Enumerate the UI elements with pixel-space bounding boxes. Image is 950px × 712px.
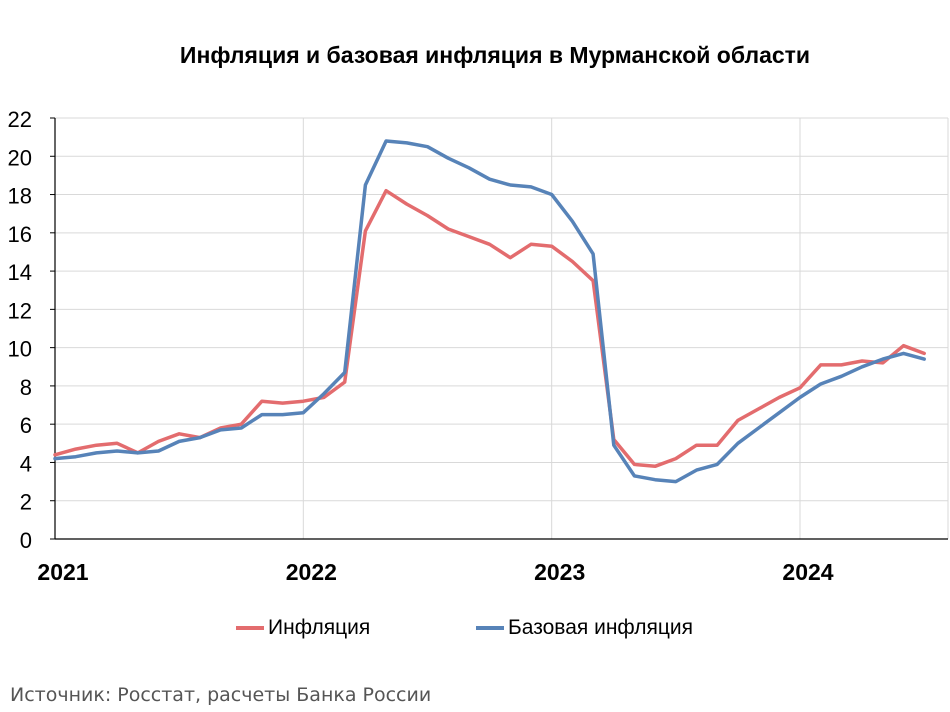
y-tick-label: 6	[20, 413, 32, 438]
y-tick-label: 10	[8, 337, 32, 362]
y-tick-label: 18	[8, 184, 32, 209]
y-tick-label: 4	[20, 451, 32, 476]
core-inflation-series-line	[53, 139, 926, 484]
x-tick-label: 2024	[782, 559, 833, 585]
y-tick-labels: 0 2 4 6 8 10 12 14 16 18 20 22	[8, 107, 32, 553]
x-tick-label: 2023	[534, 559, 585, 585]
legend-swatch-core-inflation	[476, 626, 504, 630]
chart-title: Инфляция и базовая инфляция в Мурманской…	[179, 42, 811, 68]
source-note: Источник: Росстат, расчеты Банка России	[10, 684, 432, 706]
legend-swatch-inflation	[236, 626, 264, 630]
axes	[50, 117, 948, 540]
y-tick-label: 16	[8, 222, 32, 247]
x-tick-label: 2021	[37, 559, 88, 585]
x-tick-label: 2022	[286, 559, 337, 585]
legend: Инфляция Базовая инфляция	[0, 616, 950, 646]
y-tick-label: 20	[8, 145, 32, 170]
inflation-series-line	[53, 188, 926, 469]
grid-lines	[55, 117, 949, 539]
y-tick-label: 2	[20, 490, 32, 515]
y-tick-label: 14	[8, 260, 32, 285]
series-lines	[53, 139, 926, 484]
legend-label-inflation: Инфляция	[268, 616, 371, 639]
y-tick-label: 0	[20, 528, 32, 553]
x-tick-labels: 2021 2022 2023 2024	[37, 559, 833, 585]
y-tick-label: 22	[8, 107, 32, 132]
legend-item-core-inflation: Базовая инфляция	[476, 616, 693, 640]
legend-item-inflation: Инфляция	[236, 616, 370, 640]
y-tick-label: 12	[8, 298, 32, 323]
y-tick-label: 8	[20, 375, 32, 400]
legend-label-core-inflation: Базовая инфляция	[508, 616, 694, 639]
